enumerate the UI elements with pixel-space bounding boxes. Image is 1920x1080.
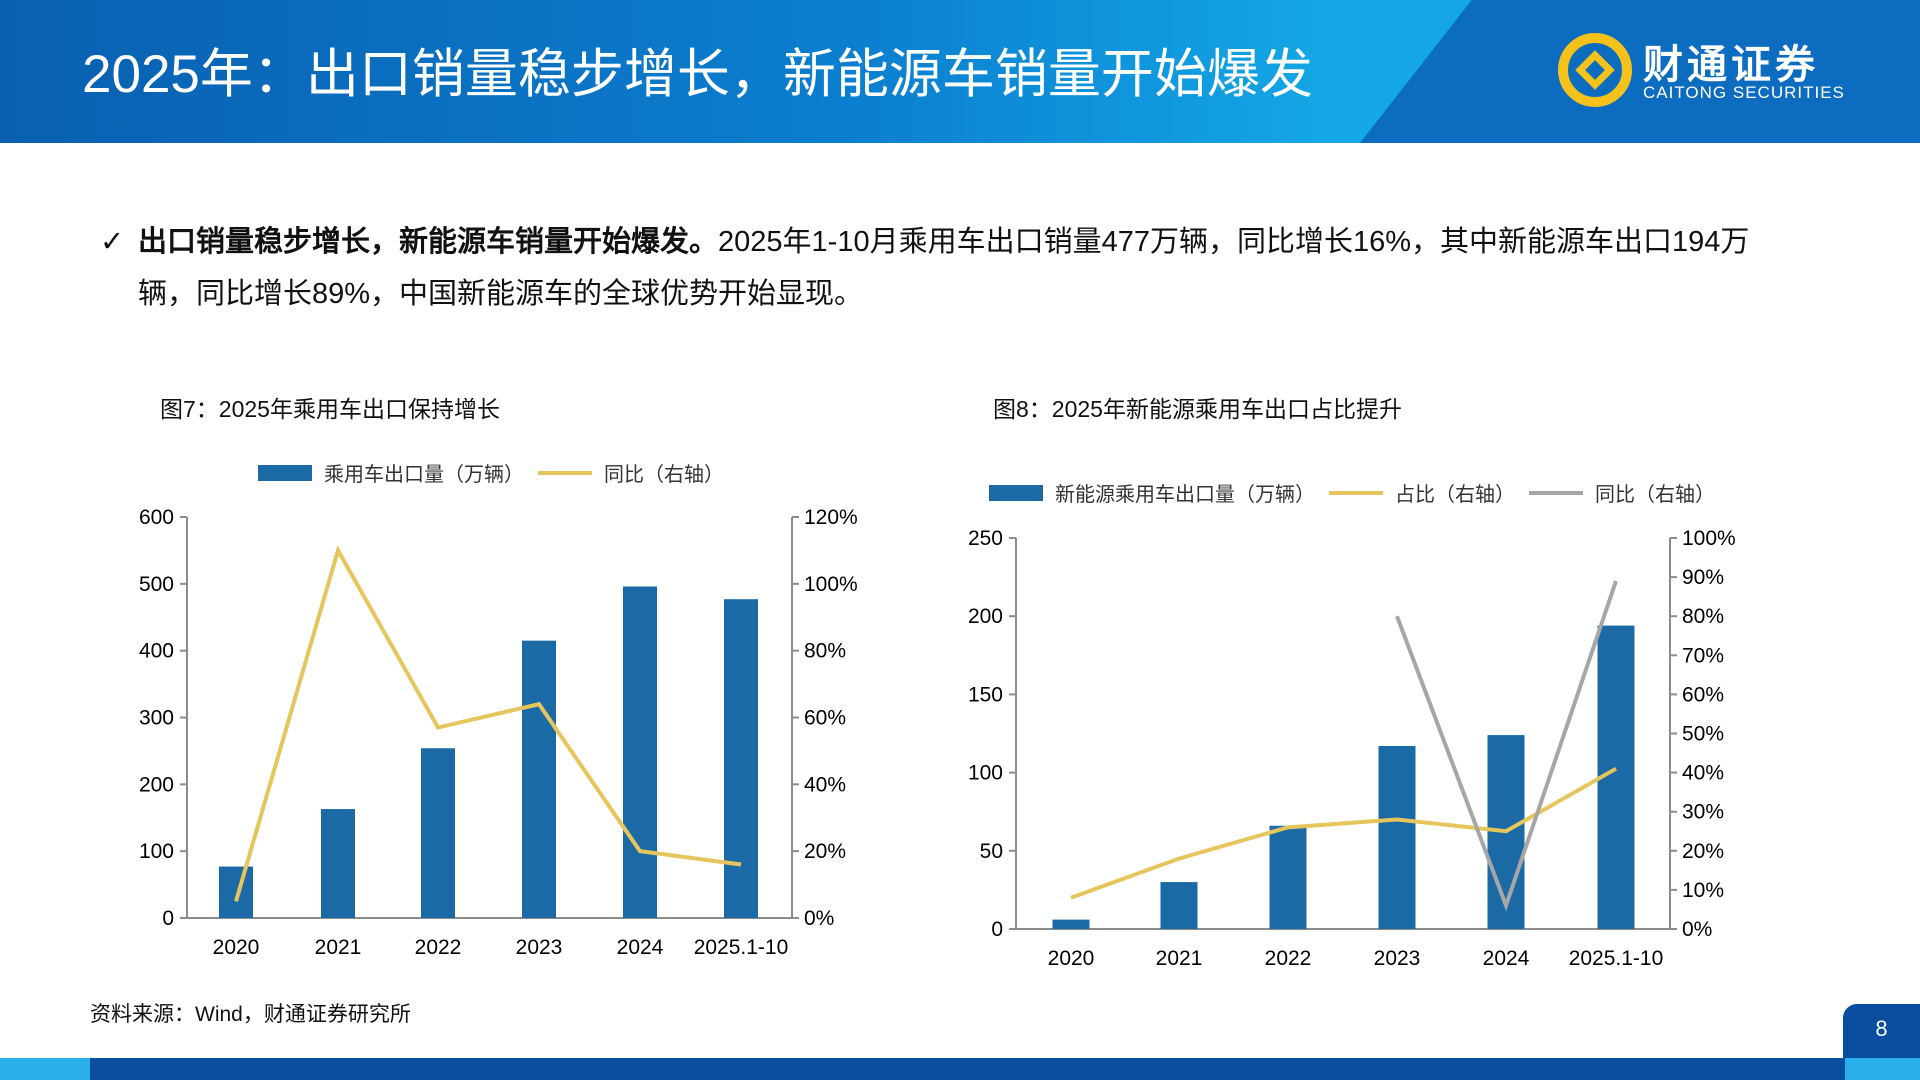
x-tick-label: 2020 xyxy=(213,936,260,959)
header-banner: 2025年：出口销量稳步增长，新能源车销量开始爆发 财通证券 CAITONG S… xyxy=(0,0,1920,143)
y2-tick-label: 120% xyxy=(804,506,858,529)
y-tick-label: 600 xyxy=(139,506,174,529)
logo-icon xyxy=(1558,33,1632,107)
y2-tick-label: 100% xyxy=(804,573,858,596)
y-tick-label: 0 xyxy=(991,918,1003,941)
bar xyxy=(421,748,455,918)
y2-tick-label: 30% xyxy=(1682,801,1724,824)
legend-label: 占比（右轴） xyxy=(1395,483,1515,506)
bar xyxy=(219,866,253,918)
legend-swatch-bar xyxy=(258,465,312,481)
y-tick-label: 100 xyxy=(139,840,174,863)
summary-text: 2025年1-10月乘用车出口销量477万辆，同比增长16%，其中新能源车出口1… xyxy=(138,226,1750,310)
figure-7-title: 图7：2025年乘用车出口保持增长 xyxy=(160,396,500,422)
y-tick-label: 400 xyxy=(139,640,174,663)
y-tick-label: 200 xyxy=(139,773,174,796)
x-tick-label: 2024 xyxy=(617,936,664,959)
y-tick-label: 0 xyxy=(162,907,174,930)
y-tick-label: 50 xyxy=(980,840,1003,863)
y-tick-label: 250 xyxy=(968,527,1003,550)
y2-tick-label: 80% xyxy=(804,640,846,663)
source-note: 资料来源：Wind，财通证券研究所 xyxy=(90,1003,411,1026)
y2-tick-label: 40% xyxy=(804,773,846,796)
y-tick-label: 200 xyxy=(968,605,1003,628)
summary-bullet: ✓ 出口销量稳步增长，新能源车销量开始爆发。2025年1-10月乘用车出口销量4… xyxy=(100,216,1800,320)
y2-tick-label: 0% xyxy=(1682,918,1712,941)
figure-8-title: 图8：2025年新能源乘用车出口占比提升 xyxy=(993,396,1402,422)
y2-tick-label: 20% xyxy=(1682,840,1724,863)
y2-tick-label: 50% xyxy=(1682,723,1724,746)
y-tick-label: 500 xyxy=(139,573,174,596)
x-tick-label: 2025.1-10 xyxy=(1569,947,1664,970)
legend-label: 乘用车出口量（万辆） xyxy=(324,463,524,486)
x-tick-label: 2020 xyxy=(1048,947,1095,970)
y2-tick-label: 70% xyxy=(1682,644,1724,667)
checkmark-icon: ✓ xyxy=(100,226,125,258)
bar xyxy=(522,640,556,918)
line-series xyxy=(234,545,742,902)
x-tick-label: 2022 xyxy=(1265,947,1312,970)
footer-bar xyxy=(0,1058,1920,1080)
summary-bold: 出口销量稳步增长，新能源车销量开始爆发。 xyxy=(138,226,719,258)
x-tick-label: 2025.1-10 xyxy=(694,936,789,959)
y2-tick-label: 100% xyxy=(1682,527,1736,550)
y-tick-label: 300 xyxy=(139,707,174,730)
y2-tick-label: 0% xyxy=(804,907,834,930)
bar xyxy=(1160,882,1198,929)
company-logo: 财通证券 CAITONG SECURITIES xyxy=(1555,30,1855,110)
x-tick-label: 2021 xyxy=(1156,947,1203,970)
logo-text-cn: 财通证券 xyxy=(1643,43,1819,87)
y-tick-label: 150 xyxy=(968,683,1003,706)
y2-tick-label: 60% xyxy=(804,707,846,730)
page-number: 8 xyxy=(1843,1004,1920,1058)
bar xyxy=(623,586,657,918)
bar xyxy=(1378,746,1416,929)
x-tick-label: 2023 xyxy=(1374,947,1421,970)
line-series xyxy=(1070,766,1617,900)
y2-tick-label: 10% xyxy=(1682,879,1724,902)
y2-tick-label: 60% xyxy=(1682,683,1724,706)
page-title: 2025年：出口销量稳步增长，新能源车销量开始爆发 xyxy=(82,45,1313,104)
logo-text-en: CAITONG SECURITIES xyxy=(1643,83,1845,102)
x-tick-label: 2023 xyxy=(516,936,563,959)
bar xyxy=(1052,919,1090,929)
legend-label: 同比（右轴） xyxy=(1595,483,1715,506)
bar xyxy=(1269,825,1307,929)
legend-swatch-bar xyxy=(989,485,1043,501)
y2-tick-label: 90% xyxy=(1682,566,1724,589)
y2-tick-label: 40% xyxy=(1682,762,1724,785)
y2-tick-label: 80% xyxy=(1682,605,1724,628)
x-tick-label: 2022 xyxy=(415,936,462,959)
x-tick-label: 2024 xyxy=(1483,947,1530,970)
x-tick-label: 2021 xyxy=(315,936,362,959)
bar xyxy=(321,809,355,918)
legend-label: 同比（右轴） xyxy=(604,463,724,486)
y2-tick-label: 20% xyxy=(804,840,846,863)
y-tick-label: 100 xyxy=(968,762,1003,785)
bar xyxy=(724,599,758,918)
legend-label: 新能源乘用车出口量（万辆） xyxy=(1055,483,1315,506)
